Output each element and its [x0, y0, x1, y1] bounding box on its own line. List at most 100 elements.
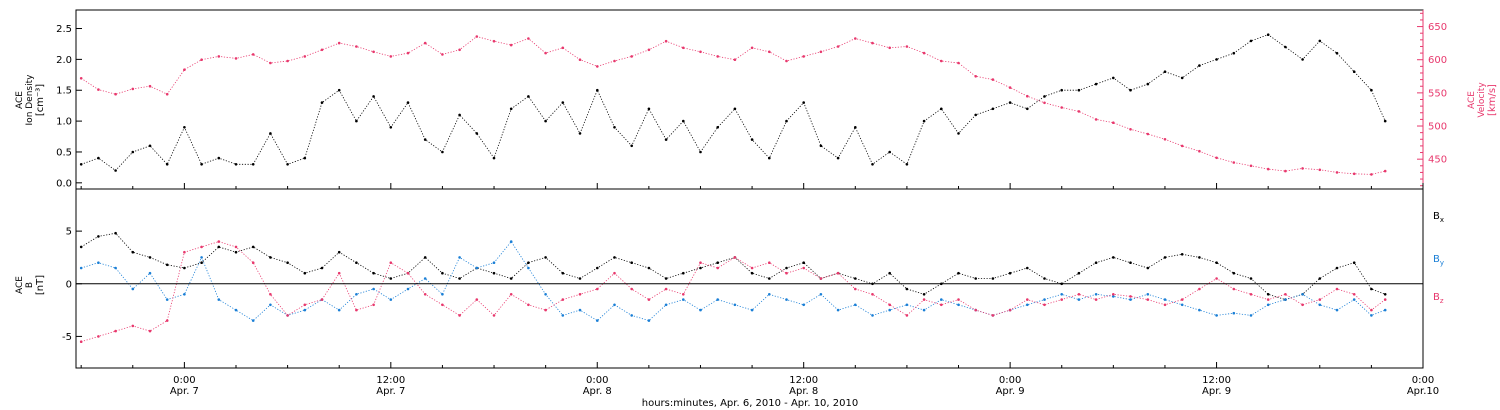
bottom-series-2-point	[1129, 295, 1132, 298]
bottom-series-1-point	[97, 261, 100, 265]
top-series-0-point	[1077, 88, 1081, 92]
top-series-1-point	[269, 61, 272, 65]
bottom-series-2-point	[785, 271, 788, 275]
top-series-0-point	[79, 163, 83, 166]
top-series-0-point	[1198, 64, 1201, 67]
top-series-1-point	[630, 55, 633, 58]
top-series-0-point	[1215, 58, 1218, 61]
bottom-series-0-point	[957, 271, 960, 275]
bottom-series-0-point	[544, 256, 547, 259]
bottom-series-2-point	[613, 271, 616, 275]
top-series-1-point	[888, 46, 891, 50]
bottom-series-2-point	[888, 303, 891, 307]
top-series-1-point	[802, 55, 805, 58]
top-series-0-point	[389, 126, 393, 129]
top-series-0-point	[458, 113, 461, 117]
bottom-series-1-point	[1077, 298, 1081, 301]
top-panel-frame	[75, 9, 1424, 190]
bottom-series-2-point	[664, 287, 668, 291]
bottom-series-2-point	[200, 245, 203, 249]
bottom-series-2-point	[1284, 293, 1287, 296]
bottom-series-0-point	[1146, 266, 1150, 270]
top-series-1-point	[337, 41, 341, 45]
top-series-1-point	[165, 92, 169, 96]
top-series-0-point	[1266, 33, 1270, 36]
bottom-series-1-point	[1318, 303, 1322, 307]
bottom-series-1-point	[578, 308, 582, 312]
bottom-panel-series	[79, 231, 1387, 344]
top-panel-series	[79, 33, 1387, 176]
top-series-1-point	[1008, 86, 1012, 89]
top-series-0-point	[1026, 107, 1029, 111]
top-series-0-point	[200, 163, 203, 166]
top-series-1-point	[1112, 121, 1115, 124]
bottom-series-1-point	[441, 293, 444, 296]
top-left-ytick-label: 0.5	[56, 147, 72, 158]
top-series-1-point	[750, 46, 754, 50]
top-right-ytick-label: 450	[1428, 155, 1447, 166]
bottom-series-0-point	[355, 261, 358, 265]
top-right-ytick-label: 650	[1428, 22, 1447, 33]
top-series-1-point	[286, 59, 289, 63]
bottom-series-1-point	[165, 298, 169, 301]
top-series-1-point	[114, 92, 117, 96]
legend-bz: Bz	[1433, 292, 1444, 305]
top-series-0-point	[527, 95, 530, 98]
top-series-0-point	[630, 144, 633, 148]
bottom-series-1-point	[509, 240, 513, 243]
bottom-series-2-point	[871, 293, 874, 296]
bottom-series-0-point	[1077, 271, 1081, 275]
bottom-series-2-point	[1301, 303, 1304, 307]
top-series-1-point	[458, 48, 461, 52]
bottom-series-1-point	[888, 308, 891, 312]
top-series-1-point	[423, 41, 427, 45]
bottom-series-0-point	[699, 266, 702, 270]
bottom-series-2-point	[183, 250, 186, 254]
bottom-panel-frame	[75, 188, 1424, 369]
bottom-series-1-point	[750, 308, 754, 312]
bottom-series-2-point	[234, 245, 238, 249]
bottom-series-2-point	[922, 298, 926, 301]
bottom-series-2-line	[81, 241, 1386, 343]
bottom-series-2-point	[97, 335, 100, 338]
bottom-series-1-point	[1043, 298, 1046, 301]
legend-bx: Bx	[1433, 211, 1444, 224]
top-series-0-point	[664, 138, 668, 141]
top-series-1-point	[940, 59, 943, 63]
bottom-series-0-point	[561, 271, 565, 275]
top-left-ylabel-line3: [cm⁻³]	[35, 84, 46, 116]
top-series-0-point	[234, 163, 238, 166]
top-left-ytick-label: 2.5	[56, 24, 72, 35]
top-series-1-point	[1146, 132, 1150, 136]
bottom-series-0-point	[1008, 271, 1012, 275]
bottom-series-1-point	[596, 319, 599, 322]
top-left-ytick-label: 0.0	[56, 178, 72, 189]
bottom-series-2-point	[217, 240, 221, 243]
bottom-series-0-point	[578, 277, 582, 280]
bottom-series-1-point	[200, 256, 203, 259]
top-series-0-point	[337, 88, 341, 92]
bottom-series-1-point	[1198, 308, 1201, 312]
bottom-series-1-point	[406, 287, 410, 291]
bottom-series-0-point	[991, 277, 995, 280]
top-series-1-point	[303, 55, 307, 58]
top-series-0-point	[716, 126, 719, 129]
bottom-series-1-point	[527, 266, 530, 270]
top-series-1-point	[991, 78, 995, 81]
top-series-0-point	[251, 163, 255, 166]
top-series-1-point	[1301, 167, 1304, 170]
bottom-series-2-point	[355, 308, 358, 312]
top-series-0-point	[699, 150, 702, 154]
top-series-1-point	[733, 58, 737, 61]
top-series-1-point	[475, 35, 479, 38]
top-series-0-point	[286, 163, 289, 166]
bottom-series-2-point	[458, 314, 461, 317]
top-series-0-point	[1370, 88, 1373, 92]
top-series-1-point	[1094, 118, 1098, 121]
bottom-series-2-point	[544, 308, 547, 312]
bottom-series-1-point	[647, 319, 651, 322]
bottom-series-2-point	[1318, 298, 1322, 301]
bottom-series-2-point	[682, 293, 685, 296]
bottom-series-0-point	[492, 271, 496, 275]
